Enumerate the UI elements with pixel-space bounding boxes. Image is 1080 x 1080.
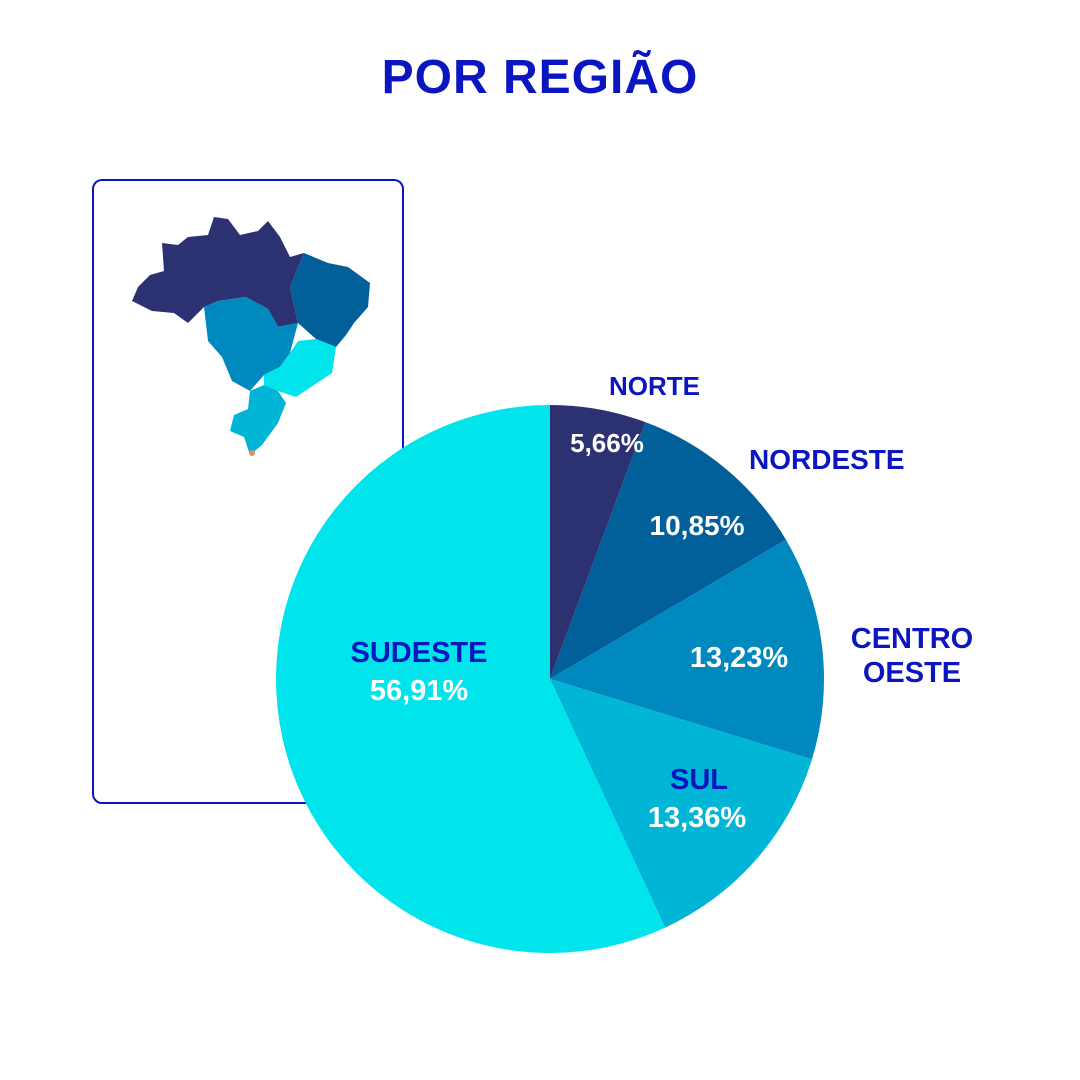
slice-name-label: SUL (670, 764, 728, 796)
slice-name-label: CENTRO OESTE (851, 623, 973, 689)
slice-value-label: 10,85% (650, 510, 745, 541)
slice-name-label: NORDESTE (749, 444, 905, 475)
slice-value-label: 56,91% (370, 675, 469, 707)
chart-title: POR REGIÃO (381, 51, 699, 104)
slice-value-label: 5,66% (570, 428, 644, 458)
pie-slice-nordeste (550, 422, 786, 679)
map-region-sudeste (264, 339, 336, 397)
map-region-centro-oeste (204, 297, 298, 391)
map-region-nordeste (290, 253, 370, 347)
slice-name-label: NORTE (609, 371, 700, 401)
pie-slice-centro-oeste (550, 539, 824, 760)
pie-slice-sudeste (276, 405, 666, 953)
slice-name-label: SUDESTE (351, 637, 488, 669)
pie-slice-norte (550, 404, 646, 679)
slice-value-label: 13,36% (648, 802, 747, 834)
map-region-sul (230, 385, 286, 455)
brazil-regions-map-icon (132, 217, 370, 456)
slice-value-label: 13,23% (690, 642, 789, 674)
pie-slice-sul (550, 679, 812, 928)
map-region-norte (132, 217, 304, 327)
